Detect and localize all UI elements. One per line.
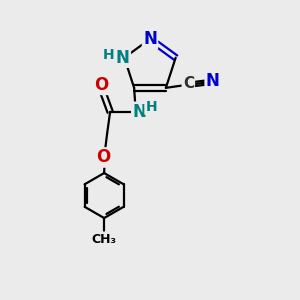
Text: N: N [206,72,220,90]
Text: H: H [103,48,115,62]
Text: CH₃: CH₃ [92,232,117,245]
Text: N: N [143,30,157,48]
Text: O: O [94,76,108,94]
Text: H: H [146,100,157,114]
Text: O: O [96,148,110,166]
Text: N: N [116,49,130,67]
Text: C: C [183,76,194,91]
Text: N: N [132,103,146,121]
